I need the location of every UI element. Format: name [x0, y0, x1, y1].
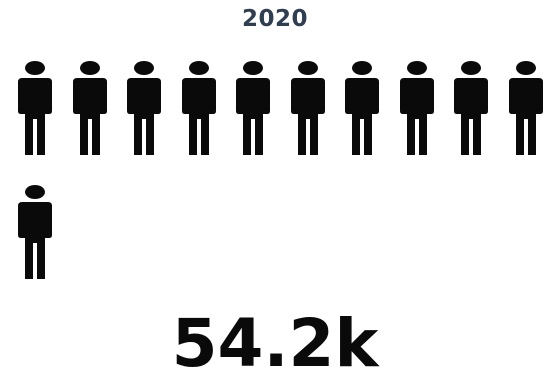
person-icon	[18, 61, 52, 155]
person-icon	[18, 185, 52, 279]
person-icon	[127, 61, 161, 155]
person-icon	[72, 61, 107, 155]
year-title: 2020	[241, 6, 308, 32]
total-value: 54.2k	[171, 305, 379, 382]
person-icon	[181, 61, 216, 155]
person-icon	[399, 61, 434, 155]
person-icon	[290, 61, 325, 155]
person-icon	[345, 61, 379, 155]
person-icon	[454, 61, 488, 155]
person-icon	[508, 61, 543, 155]
person-icon	[236, 61, 270, 155]
